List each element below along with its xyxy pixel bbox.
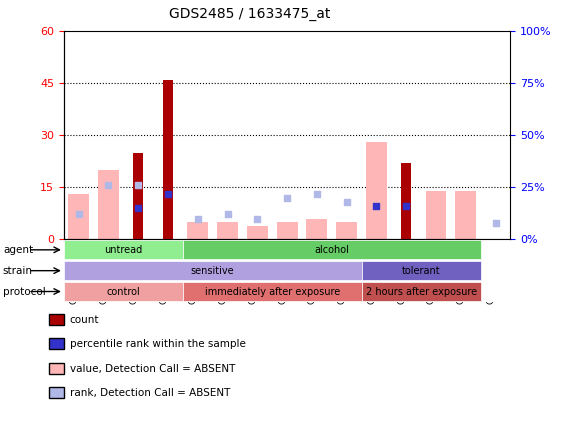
Point	[193, 215, 202, 222]
Bar	[426, 191, 447, 239]
FancyBboxPatch shape	[64, 262, 361, 280]
Text: protocol: protocol	[3, 286, 46, 297]
Point	[74, 211, 84, 218]
Point	[133, 182, 143, 189]
Text: 2 hours after exposure: 2 hours after exposure	[365, 286, 477, 297]
Text: agent: agent	[3, 245, 33, 255]
Point	[104, 182, 113, 189]
Text: sensitive: sensitive	[191, 266, 234, 276]
Bar	[68, 194, 89, 239]
Bar	[187, 222, 208, 239]
Bar	[247, 226, 268, 239]
Text: tolerant: tolerant	[402, 266, 440, 276]
Bar	[133, 153, 143, 239]
Point	[312, 190, 321, 197]
Bar	[98, 170, 119, 239]
FancyBboxPatch shape	[183, 282, 361, 301]
Bar	[366, 142, 387, 239]
Point	[372, 202, 381, 210]
Text: value, Detection Call = ABSENT: value, Detection Call = ABSENT	[70, 364, 235, 373]
Point	[282, 194, 292, 201]
Point	[401, 202, 411, 210]
FancyBboxPatch shape	[64, 282, 183, 301]
Text: immediately after exposure: immediately after exposure	[205, 286, 340, 297]
Text: rank, Detection Call = ABSENT: rank, Detection Call = ABSENT	[70, 388, 230, 398]
Text: count: count	[70, 315, 99, 325]
Text: untread: untread	[104, 245, 143, 255]
Bar	[306, 218, 327, 239]
Text: percentile rank within the sample: percentile rank within the sample	[70, 339, 245, 349]
Text: strain: strain	[3, 266, 33, 276]
Point	[342, 198, 351, 206]
Bar	[277, 222, 298, 239]
FancyBboxPatch shape	[361, 262, 481, 280]
Bar	[401, 163, 411, 239]
Bar	[217, 222, 238, 239]
Text: control: control	[107, 286, 140, 297]
Point	[223, 211, 232, 218]
Point	[164, 190, 173, 197]
FancyBboxPatch shape	[183, 241, 481, 259]
Text: GDS2485 / 1633475_at: GDS2485 / 1633475_at	[169, 7, 330, 21]
FancyBboxPatch shape	[361, 282, 481, 301]
Bar	[163, 79, 173, 239]
Point	[133, 205, 143, 212]
Bar	[455, 191, 476, 239]
Point	[253, 215, 262, 222]
FancyBboxPatch shape	[64, 241, 183, 259]
Bar	[336, 222, 357, 239]
Point	[491, 219, 500, 226]
Text: alcohol: alcohol	[314, 245, 349, 255]
